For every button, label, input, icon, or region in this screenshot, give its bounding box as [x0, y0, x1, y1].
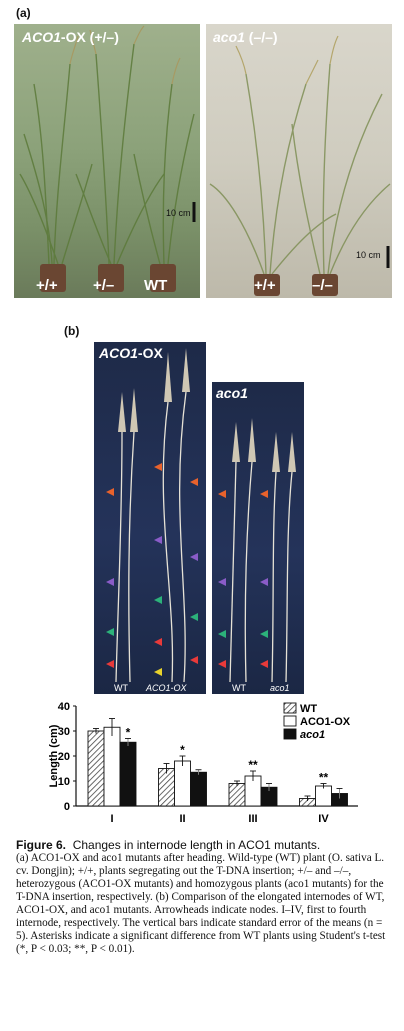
photo-b-label-wt: WT	[114, 683, 128, 693]
bar-wt-II	[158, 768, 175, 807]
x-tick-label: IV	[318, 813, 329, 825]
photo-aco1-internodes	[212, 382, 304, 694]
caption-body: (a) ACO1-OX and aco1 mutants after headi…	[16, 852, 386, 955]
bar-wt-I	[87, 730, 105, 807]
photo-title-aco1: aco1 (–/–)	[213, 29, 278, 45]
node-arrowhead	[190, 656, 198, 664]
node-arrowhead	[106, 628, 114, 636]
bar-aco1-I	[119, 741, 137, 807]
y-tick-label: 40	[58, 701, 70, 713]
photo-title-aco1-ox: ACO1-OX (+/–)	[22, 29, 119, 45]
y-tick-label: 10	[58, 776, 70, 788]
legend-swatch	[283, 702, 297, 714]
node-arrowhead	[218, 630, 226, 638]
pot-4	[254, 274, 280, 296]
photo-b-label-aco1: aco1	[270, 683, 290, 693]
node-arrowhead	[260, 660, 268, 668]
bar-aco1-ox-II	[174, 760, 191, 807]
y-tick-label: 20	[58, 751, 70, 763]
scale-label-left: 10 cm	[166, 208, 191, 218]
photo-b-label-aco1-ox: ACO1-OX	[146, 683, 187, 693]
photo-aco1-ox-internodes	[94, 342, 206, 694]
plant-illustration-right	[209, 35, 391, 296]
significance-mark: *	[126, 726, 131, 740]
y-tick-label: 0	[64, 801, 70, 813]
pot-1	[40, 264, 66, 292]
photo-aco1-plants	[206, 24, 392, 298]
genotype-label: +/+	[254, 277, 276, 294]
bar-aco1-II	[190, 771, 207, 807]
node-arrowhead	[260, 490, 268, 498]
photo-aco1-ox-plants	[14, 24, 200, 298]
figure-title: Changes in internode length in ACO1 muta…	[72, 838, 321, 852]
genotype-label: +/–	[93, 277, 115, 294]
genotype-label: +/+	[36, 277, 58, 294]
significance-mark: *	[180, 743, 185, 757]
legend-label: WT	[300, 703, 317, 715]
plant-illustration-left	[19, 25, 196, 292]
legend-label: ACO1-OX	[300, 716, 351, 728]
node-arrowhead	[190, 553, 198, 561]
node-arrowhead	[218, 578, 226, 586]
node-arrowhead	[154, 638, 162, 646]
photo-b-label-wt-right: WT	[232, 683, 246, 693]
photo-b-title-aco1-ox: ACO1-OX	[99, 345, 163, 361]
node-arrowhead	[190, 613, 198, 621]
scale-label-right: 10 cm	[356, 250, 381, 260]
y-tick-label: 30	[58, 726, 70, 738]
chart-bars: I II III IV******	[87, 718, 348, 825]
figure-label: Figure 6.	[16, 838, 67, 852]
node-arrowhead	[260, 630, 268, 638]
internode-length-chart: 0 10 20 30 40 Length (cm) I II III IV * * ** ** WT AC…	[46, 699, 391, 829]
internode-illustration-right	[218, 418, 296, 683]
node-arrowhead	[154, 668, 162, 676]
node-arrowhead	[106, 578, 114, 586]
node-arrowhead	[154, 596, 162, 604]
panel-a-label: (a)	[16, 6, 31, 20]
node-arrowhead	[218, 660, 226, 668]
significance-mark: **	[319, 771, 329, 785]
genotype-label: –/–	[312, 277, 333, 294]
node-arrowhead	[260, 578, 268, 586]
pot-5	[312, 274, 338, 296]
y-axis-label: Length (cm)	[48, 724, 60, 787]
node-arrowhead	[106, 488, 114, 496]
legend-swatch	[283, 715, 297, 727]
panel-b-label: (b)	[64, 324, 80, 338]
node-arrowhead	[154, 536, 162, 544]
pot-2	[98, 264, 124, 292]
x-tick-label: I	[110, 813, 113, 825]
bar-aco1-ox-I	[103, 726, 121, 807]
genotype-label: WT	[144, 277, 168, 294]
x-tick-label: II	[179, 813, 185, 825]
node-arrowhead	[154, 463, 162, 471]
x-tick-label: III	[248, 813, 257, 825]
significance-mark: **	[248, 758, 258, 772]
legend-label: aco1	[300, 729, 325, 741]
figure-caption: Figure 6. Changes in internode length in…	[16, 838, 394, 956]
node-arrowhead	[218, 490, 226, 498]
photo-b-title-aco1: aco1	[216, 385, 248, 401]
bar-wt-III	[228, 783, 246, 807]
bar-aco1-ox-IV	[315, 785, 332, 807]
internode-illustration-left	[106, 348, 198, 683]
pot-3	[150, 264, 176, 292]
node-arrowhead	[190, 478, 198, 486]
legend-swatch	[283, 728, 297, 740]
node-arrowhead	[106, 660, 114, 668]
